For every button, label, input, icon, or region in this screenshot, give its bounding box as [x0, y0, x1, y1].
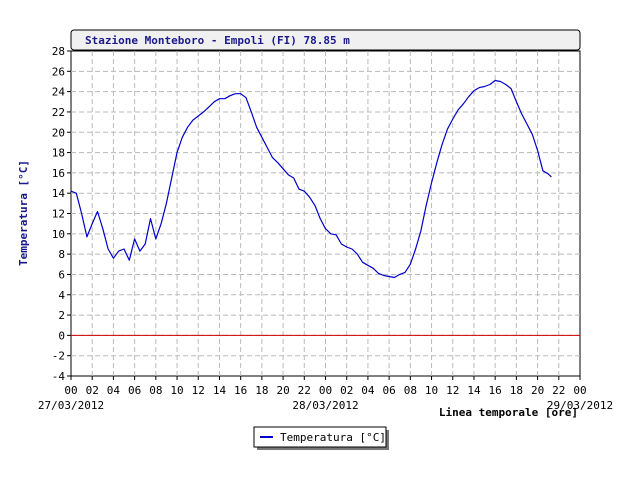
x-tick-label: 06	[383, 384, 396, 397]
y-tick-label: 0	[58, 329, 65, 342]
x-tick-label: 16	[234, 384, 247, 397]
title-box	[70, 29, 581, 51]
x-tick-label: 06	[128, 384, 141, 397]
y-tick-label: 14	[52, 187, 66, 200]
x-tick-label: 12	[192, 384, 205, 397]
y-tick-label: 12	[52, 208, 65, 221]
y-tick-label: 2	[58, 309, 65, 322]
date-label: 29/03/2012	[547, 399, 613, 412]
y-tick-label: 16	[52, 167, 65, 180]
x-tick-label: 08	[149, 384, 162, 397]
x-tick-label: 20	[531, 384, 544, 397]
legend-box	[253, 426, 387, 448]
x-tick-label: 18	[255, 384, 268, 397]
date-label: 28/03/2012	[292, 399, 358, 412]
x-tick-label: 22	[298, 384, 311, 397]
date-labels: 27/03/2012 28/03/2012 29/03/2012	[38, 399, 613, 412]
x-tick-label: 14	[467, 384, 481, 397]
y-tick-label: 26	[52, 65, 65, 78]
y-tick-label: 10	[52, 228, 65, 241]
y-tick-label: 22	[52, 106, 65, 119]
y-tick-label: 4	[58, 289, 65, 302]
x-tick-label: 22	[552, 384, 565, 397]
chart-title: Stazione Monteboro - Empoli (FI) 78.85 m	[85, 34, 350, 47]
date-label: 27/03/2012	[38, 399, 104, 412]
y-tick-label: 6	[58, 268, 65, 281]
y-axis-label: Temperatura [°C]	[17, 160, 30, 266]
y-tick-label: 8	[58, 248, 65, 261]
x-tick-label: 20	[276, 384, 289, 397]
x-tick-label: 08	[404, 384, 417, 397]
x-axis-label: Linea temporale [ore]	[439, 406, 578, 419]
x-tick-label: 18	[510, 384, 523, 397]
x-tick-label: 04	[361, 384, 375, 397]
y-tick-label: -2	[52, 350, 65, 363]
x-tick-label: 02	[340, 384, 353, 397]
x-tick-label: 04	[107, 384, 121, 397]
y-tick-label: 20	[52, 126, 65, 139]
series-line-temperatura	[70, 79, 552, 279]
x-tick-label: 12	[446, 384, 459, 397]
x-tick-label: 00	[573, 384, 586, 397]
x-tick-label: 14	[213, 384, 227, 397]
x-tick-label: 16	[489, 384, 502, 397]
x-tick-label: 10	[425, 384, 438, 397]
y-tick-label: 18	[52, 147, 65, 160]
legend: Temperatura [°C]	[253, 426, 389, 450]
legend-label: Temperatura [°C]	[280, 431, 386, 444]
x-axis-ticks: 00 02 04 06 08 10 12 14 16 18 20 22 00 02 04 06 08 10 12 14…	[64, 376, 587, 397]
x-tick-label: 10	[170, 384, 183, 397]
x-tick-label: 00	[64, 384, 77, 397]
x-tick-label: 02	[86, 384, 99, 397]
y-tick-label: 24	[52, 86, 66, 99]
x-tick-label: 00	[319, 384, 332, 397]
grid	[71, 51, 580, 376]
y-tick-label: -4	[52, 370, 66, 383]
y-tick-label: 28	[52, 45, 65, 58]
series-layer	[70, 79, 552, 279]
